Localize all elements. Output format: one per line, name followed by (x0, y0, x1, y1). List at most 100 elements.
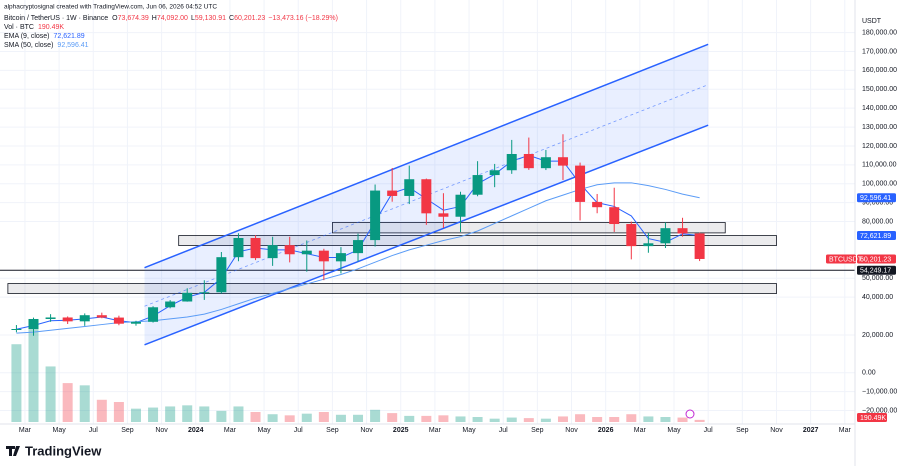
volume-bar (79, 385, 90, 422)
x-tick-label: Nov (360, 427, 373, 434)
y-tick-label: 0.00 (862, 370, 876, 377)
x-tick-label: Mar (634, 427, 647, 434)
volume-bar (130, 408, 141, 422)
legend-name: Vol · BTC (4, 24, 34, 31)
legend-value: 74,092.00 (157, 15, 188, 22)
volume-layer (11, 322, 705, 422)
legend-key: O (112, 15, 118, 22)
candle-body (284, 245, 295, 255)
volume-bar (353, 414, 364, 422)
candle-body (404, 179, 415, 196)
y-tick-label: −10,000.00 (862, 388, 897, 395)
y-tick-label: 140,000.00 (862, 105, 897, 112)
candle-body (233, 238, 244, 258)
axis-unit: USDT (862, 18, 882, 25)
volume-bar (660, 417, 671, 422)
x-tick-label: Sep (736, 427, 749, 434)
x-tick-label: May (667, 427, 681, 434)
candle-body (318, 250, 329, 262)
y-tick-label: −20,000.00 (862, 407, 897, 414)
x-tick-label: Mar (224, 427, 237, 434)
y-tick-label: 40,000.00 (862, 294, 893, 301)
volume-bar (284, 415, 295, 422)
legend-value: 73,674.39 (118, 15, 149, 22)
brand-name: TradingView (25, 443, 102, 458)
candle-body (557, 157, 568, 166)
channel-upper (144, 43, 709, 269)
legend-key: L (191, 15, 195, 22)
volume-bar (523, 418, 534, 422)
x-tick-label: May (462, 427, 476, 434)
y-tick-label: 20,000.00 (862, 332, 893, 339)
candle-body (643, 243, 654, 247)
candle-body (353, 240, 364, 254)
candle-body (79, 315, 90, 322)
y-tick-label: 150,000.00 (862, 86, 897, 93)
x-tick-label: Jul (294, 427, 303, 434)
legend: alphacryptosignal created with TradingVi… (4, 4, 338, 49)
candle-body (626, 224, 637, 247)
price-tag (857, 193, 896, 203)
legend-change: −13,473.16 (−18.29%) (268, 15, 338, 22)
header: alphacryptosignal created with TradingVi… (4, 4, 217, 11)
candle-body (28, 318, 39, 330)
volume-bar (113, 402, 124, 422)
price-tag-label: 72,621.89 (860, 233, 891, 240)
x-tick-label: 2027 (803, 427, 819, 434)
zone (7, 283, 777, 294)
x-tick-label: Sep (121, 427, 134, 434)
x-tick-label: Sep (326, 427, 339, 434)
candle-body (694, 233, 705, 259)
volume-bar (301, 413, 312, 422)
candle-body (182, 292, 193, 302)
x-tick-label: 2024 (188, 427, 204, 434)
x-tick-label: 2026 (598, 427, 614, 434)
volume-bar (233, 406, 244, 422)
x-tick-label: Jul (89, 427, 98, 434)
volume-bar (216, 410, 227, 422)
x-tick-label: Nov (770, 427, 783, 434)
price-tag-label: 54,249.17 (860, 268, 891, 275)
legend-value: 190.49K (38, 24, 64, 31)
candle-body (455, 194, 466, 217)
event-icon[interactable] (685, 409, 695, 419)
x-tick-label: Jul (704, 427, 713, 434)
volume-bar (199, 406, 210, 422)
candle-body (370, 190, 381, 241)
volume-bar (370, 409, 381, 422)
volume-bar (609, 417, 620, 422)
volume-tag-label: 190.49K (860, 415, 886, 422)
price-tag (857, 254, 896, 264)
volume-bar (62, 383, 73, 422)
volume-bar (626, 414, 637, 422)
price-tag (857, 231, 896, 241)
candle-body (250, 238, 261, 259)
candle-body (45, 317, 56, 319)
y-tick-label: 100,000.00 (862, 181, 897, 188)
volume-bar (11, 344, 22, 422)
candle-body (130, 321, 141, 324)
volume-bar (182, 405, 193, 422)
volume-bar (472, 417, 483, 422)
volume-bar (592, 417, 603, 422)
y-tick-label: 120,000.00 (862, 143, 897, 150)
candle-body (540, 157, 551, 169)
candle-body (489, 170, 500, 176)
y-tick-label: 110,000.00 (862, 162, 897, 169)
candle-body (62, 317, 73, 322)
price-tag (826, 254, 856, 264)
x-tick-label: Mar (839, 427, 852, 434)
volume-bar (506, 417, 517, 422)
y-tick-label: 80,000.00 (862, 218, 893, 225)
legend-key: H (152, 15, 157, 22)
y-tick-label: 170,000.00 (862, 48, 897, 55)
candle-body (506, 153, 517, 171)
candle-layer (11, 134, 705, 336)
y-tick-label: 160,000.00 (862, 67, 897, 74)
candle-body (96, 315, 107, 318)
candle-body (609, 207, 620, 225)
volume-bar (643, 416, 654, 422)
